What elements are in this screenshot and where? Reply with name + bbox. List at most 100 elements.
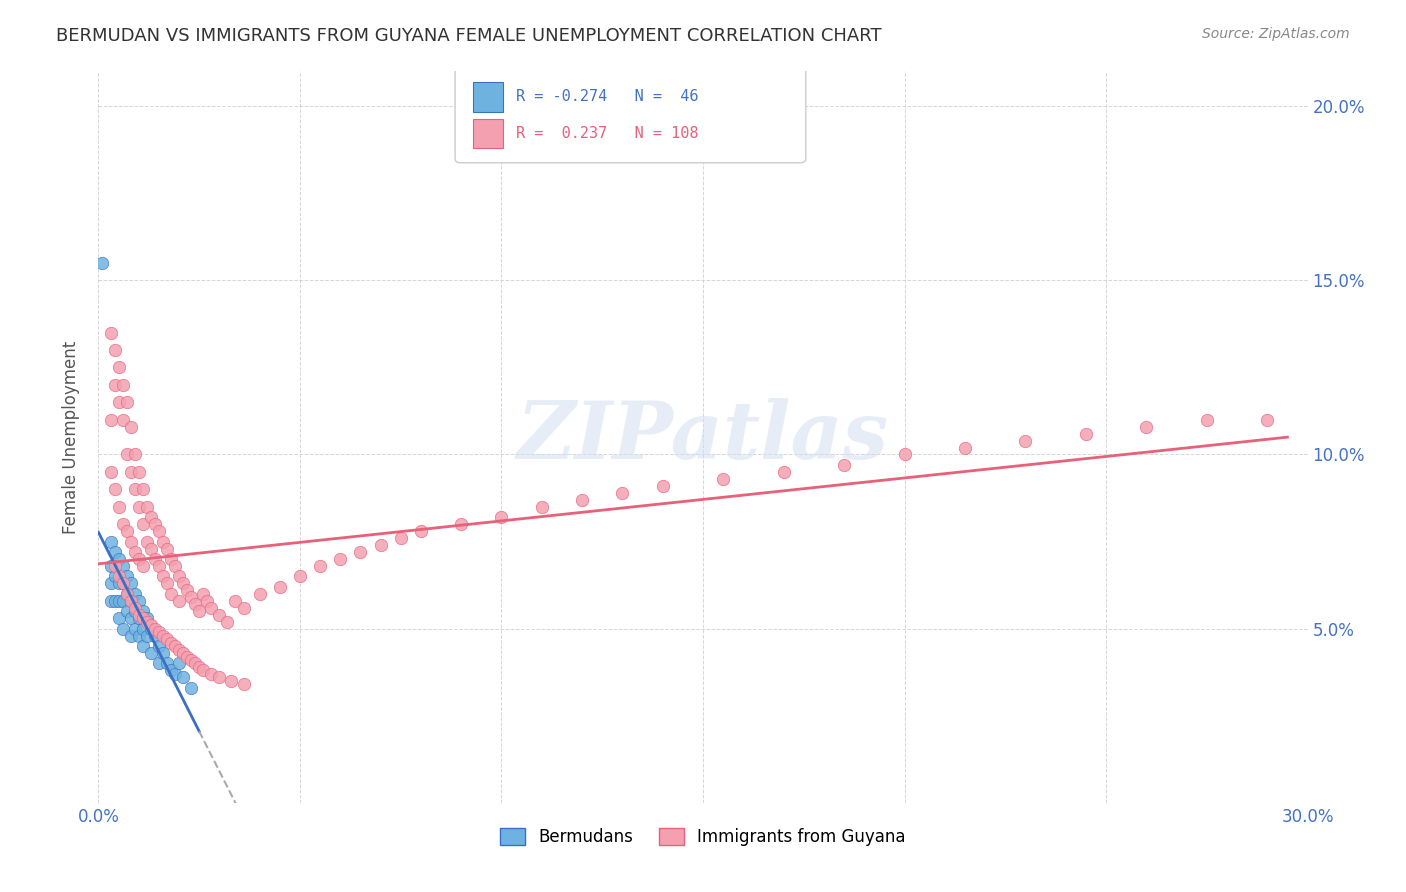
Point bbox=[143, 629, 166, 643]
Point bbox=[107, 594, 129, 608]
FancyBboxPatch shape bbox=[456, 68, 806, 163]
Point bbox=[132, 604, 155, 618]
Point bbox=[100, 534, 122, 549]
Point bbox=[148, 625, 170, 640]
Point bbox=[1195, 412, 1218, 426]
Point bbox=[184, 597, 207, 611]
Point bbox=[132, 639, 155, 653]
Point bbox=[172, 670, 194, 684]
Point bbox=[143, 622, 166, 636]
Point bbox=[193, 664, 215, 678]
Point bbox=[167, 594, 190, 608]
Point bbox=[221, 673, 243, 688]
Point bbox=[128, 629, 150, 643]
Point bbox=[180, 681, 202, 695]
Point bbox=[200, 667, 222, 681]
Point bbox=[167, 642, 190, 657]
Point bbox=[953, 441, 976, 455]
Text: Source: ZipAtlas.com: Source: ZipAtlas.com bbox=[1202, 27, 1350, 41]
Point bbox=[163, 667, 186, 681]
Point bbox=[100, 576, 122, 591]
Text: R =  0.237   N = 108: R = 0.237 N = 108 bbox=[516, 126, 699, 141]
Point bbox=[139, 618, 162, 632]
Point bbox=[195, 594, 218, 608]
Point bbox=[132, 517, 155, 532]
Point bbox=[128, 607, 150, 622]
FancyBboxPatch shape bbox=[474, 82, 503, 112]
Point bbox=[100, 558, 122, 573]
Point bbox=[232, 677, 254, 691]
Point bbox=[309, 558, 332, 573]
Point bbox=[143, 552, 166, 566]
Point bbox=[111, 517, 134, 532]
Point bbox=[193, 587, 215, 601]
Point bbox=[148, 639, 170, 653]
Point bbox=[893, 448, 915, 462]
Point bbox=[124, 622, 146, 636]
Point bbox=[115, 448, 138, 462]
Point bbox=[167, 569, 190, 583]
Point bbox=[107, 611, 129, 625]
Point bbox=[217, 615, 239, 629]
Point bbox=[224, 594, 246, 608]
Point bbox=[148, 558, 170, 573]
Point bbox=[200, 600, 222, 615]
Point bbox=[107, 569, 129, 583]
Point bbox=[152, 534, 174, 549]
Point bbox=[612, 485, 634, 500]
Point bbox=[135, 629, 157, 643]
Point bbox=[111, 576, 134, 591]
Point bbox=[115, 587, 138, 601]
Point bbox=[180, 653, 202, 667]
Point bbox=[103, 569, 125, 583]
Point bbox=[115, 395, 138, 409]
Point bbox=[349, 545, 371, 559]
Point bbox=[188, 604, 211, 618]
Text: ZIPatlas: ZIPatlas bbox=[517, 399, 889, 475]
Point bbox=[156, 541, 179, 556]
Point bbox=[156, 657, 179, 671]
Point bbox=[132, 611, 155, 625]
Point bbox=[100, 412, 122, 426]
Point bbox=[103, 377, 125, 392]
Point bbox=[107, 576, 129, 591]
Point bbox=[107, 395, 129, 409]
Point bbox=[128, 594, 150, 608]
Point bbox=[132, 558, 155, 573]
Point bbox=[184, 657, 207, 671]
Point bbox=[172, 576, 194, 591]
Point bbox=[120, 465, 142, 479]
Point bbox=[132, 483, 155, 497]
Point bbox=[135, 500, 157, 514]
Point bbox=[139, 622, 162, 636]
Point bbox=[139, 541, 162, 556]
FancyBboxPatch shape bbox=[474, 119, 503, 148]
Point bbox=[571, 492, 593, 507]
Legend: Bermudans, Immigrants from Guyana: Bermudans, Immigrants from Guyana bbox=[494, 822, 912, 853]
Point bbox=[132, 622, 155, 636]
Point bbox=[115, 524, 138, 538]
Point bbox=[163, 639, 186, 653]
Point bbox=[103, 558, 125, 573]
Point bbox=[107, 552, 129, 566]
Point bbox=[120, 534, 142, 549]
Point bbox=[124, 604, 146, 618]
Point bbox=[139, 646, 162, 660]
Point bbox=[115, 587, 138, 601]
Point bbox=[450, 517, 472, 532]
Point bbox=[180, 591, 202, 605]
Point bbox=[103, 545, 125, 559]
Point bbox=[120, 629, 142, 643]
Point bbox=[128, 500, 150, 514]
Point bbox=[124, 483, 146, 497]
Point bbox=[111, 558, 134, 573]
Point bbox=[188, 660, 211, 674]
Point bbox=[120, 594, 142, 608]
Point bbox=[128, 465, 150, 479]
Point bbox=[389, 531, 412, 545]
Point bbox=[651, 479, 673, 493]
Point bbox=[409, 524, 432, 538]
Point bbox=[1256, 412, 1278, 426]
Point bbox=[100, 465, 122, 479]
Point bbox=[152, 646, 174, 660]
